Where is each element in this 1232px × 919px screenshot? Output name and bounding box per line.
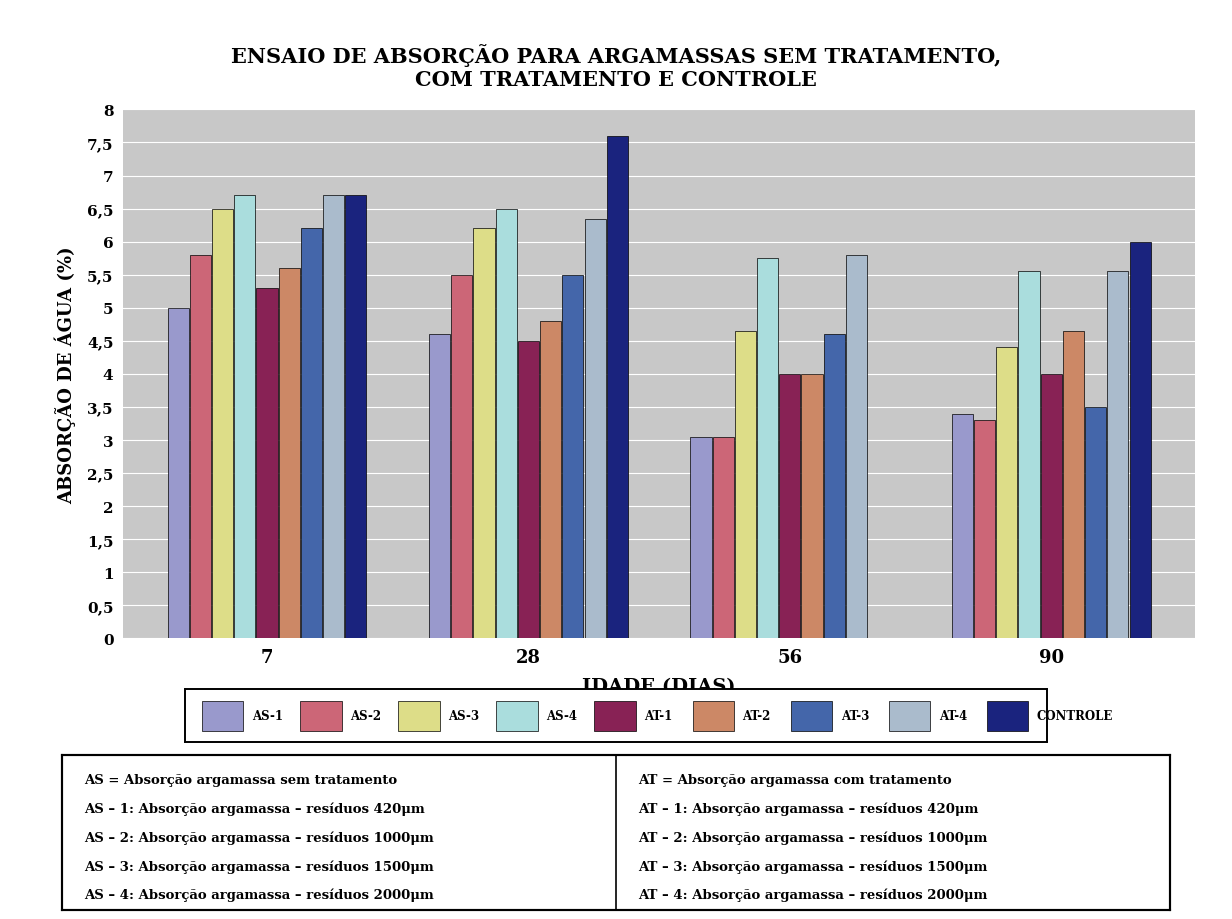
- Bar: [888, 701, 930, 731]
- Bar: [824, 335, 845, 639]
- Bar: [278, 268, 299, 639]
- Bar: [496, 701, 537, 731]
- Bar: [234, 196, 255, 639]
- Bar: [1063, 332, 1084, 639]
- Bar: [712, 437, 734, 639]
- Bar: [540, 322, 562, 639]
- Bar: [692, 701, 734, 731]
- Bar: [734, 332, 756, 639]
- Bar: [212, 210, 233, 639]
- Text: AS – 1: Absorção argamassa – resíduos 420μm: AS – 1: Absorção argamassa – resíduos 42…: [84, 802, 425, 815]
- Text: AT-3: AT-3: [840, 709, 869, 722]
- Bar: [473, 229, 494, 639]
- Bar: [952, 414, 973, 639]
- Text: AT-2: AT-2: [743, 709, 771, 722]
- Bar: [202, 701, 244, 731]
- Text: AS-3: AS-3: [448, 709, 479, 722]
- Text: AS = Absorção argamassa sem tratamento: AS = Absorção argamassa sem tratamento: [84, 774, 397, 787]
- Text: AS-4: AS-4: [546, 709, 578, 722]
- Bar: [562, 276, 584, 639]
- Text: AS – 2: Absorção argamassa – resíduos 1000μm: AS – 2: Absorção argamassa – resíduos 10…: [84, 831, 434, 844]
- Bar: [168, 309, 188, 639]
- Bar: [495, 210, 516, 639]
- Text: AT – 2: Absorção argamassa – resíduos 1000μm: AT – 2: Absorção argamassa – resíduos 10…: [638, 831, 988, 844]
- Bar: [398, 701, 440, 731]
- Bar: [190, 255, 211, 639]
- Text: AT = Absorção argamassa com tratamento: AT = Absorção argamassa com tratamento: [638, 774, 952, 787]
- Bar: [584, 220, 606, 639]
- Bar: [256, 289, 277, 639]
- Text: AS-1: AS-1: [253, 709, 283, 722]
- Text: AT-1: AT-1: [644, 709, 673, 722]
- Bar: [606, 137, 628, 639]
- Bar: [791, 701, 832, 731]
- Text: AS – 3: Absorção argamassa – resíduos 1500μm: AS – 3: Absorção argamassa – resíduos 15…: [84, 859, 434, 872]
- Bar: [1108, 272, 1129, 639]
- Bar: [987, 701, 1029, 731]
- Y-axis label: ABSORÇÃO DE ÁGUA (%): ABSORÇÃO DE ÁGUA (%): [54, 245, 76, 504]
- Bar: [429, 335, 450, 639]
- Text: AS – 4: Absorção argamassa – resíduos 2000μm: AS – 4: Absorção argamassa – resíduos 20…: [84, 888, 434, 902]
- Bar: [323, 196, 344, 639]
- Text: CONTROLE: CONTROLE: [1037, 709, 1114, 722]
- Bar: [451, 276, 472, 639]
- Bar: [1085, 407, 1106, 639]
- Text: AT – 3: Absorção argamassa – resíduos 1500μm: AT – 3: Absorção argamassa – resíduos 15…: [638, 859, 988, 872]
- Bar: [846, 255, 867, 639]
- Bar: [780, 375, 801, 639]
- Bar: [595, 701, 636, 731]
- Bar: [301, 701, 341, 731]
- Text: ENSAIO DE ABSORÇÃO PARA ARGAMASSAS SEM TRATAMENTO,
COM TRATAMENTO E CONTROLE: ENSAIO DE ABSORÇÃO PARA ARGAMASSAS SEM T…: [230, 44, 1002, 90]
- Text: AT – 1: Absorção argamassa – resíduos 420μm: AT – 1: Absorção argamassa – resíduos 42…: [638, 802, 978, 815]
- Bar: [1041, 375, 1062, 639]
- Text: AS-2: AS-2: [350, 709, 381, 722]
- Bar: [1130, 243, 1151, 639]
- Bar: [756, 259, 779, 639]
- Text: AT-4: AT-4: [939, 709, 967, 722]
- Bar: [997, 348, 1018, 639]
- Text: AT – 4: Absorção argamassa – resíduos 2000μm: AT – 4: Absorção argamassa – resíduos 20…: [638, 888, 988, 902]
- Bar: [517, 342, 538, 639]
- Bar: [301, 229, 322, 639]
- Bar: [345, 196, 366, 639]
- Bar: [802, 375, 823, 639]
- Bar: [690, 437, 712, 639]
- Bar: [975, 421, 995, 639]
- Bar: [1019, 272, 1040, 639]
- X-axis label: IDADE (DIAS): IDADE (DIAS): [583, 677, 736, 696]
